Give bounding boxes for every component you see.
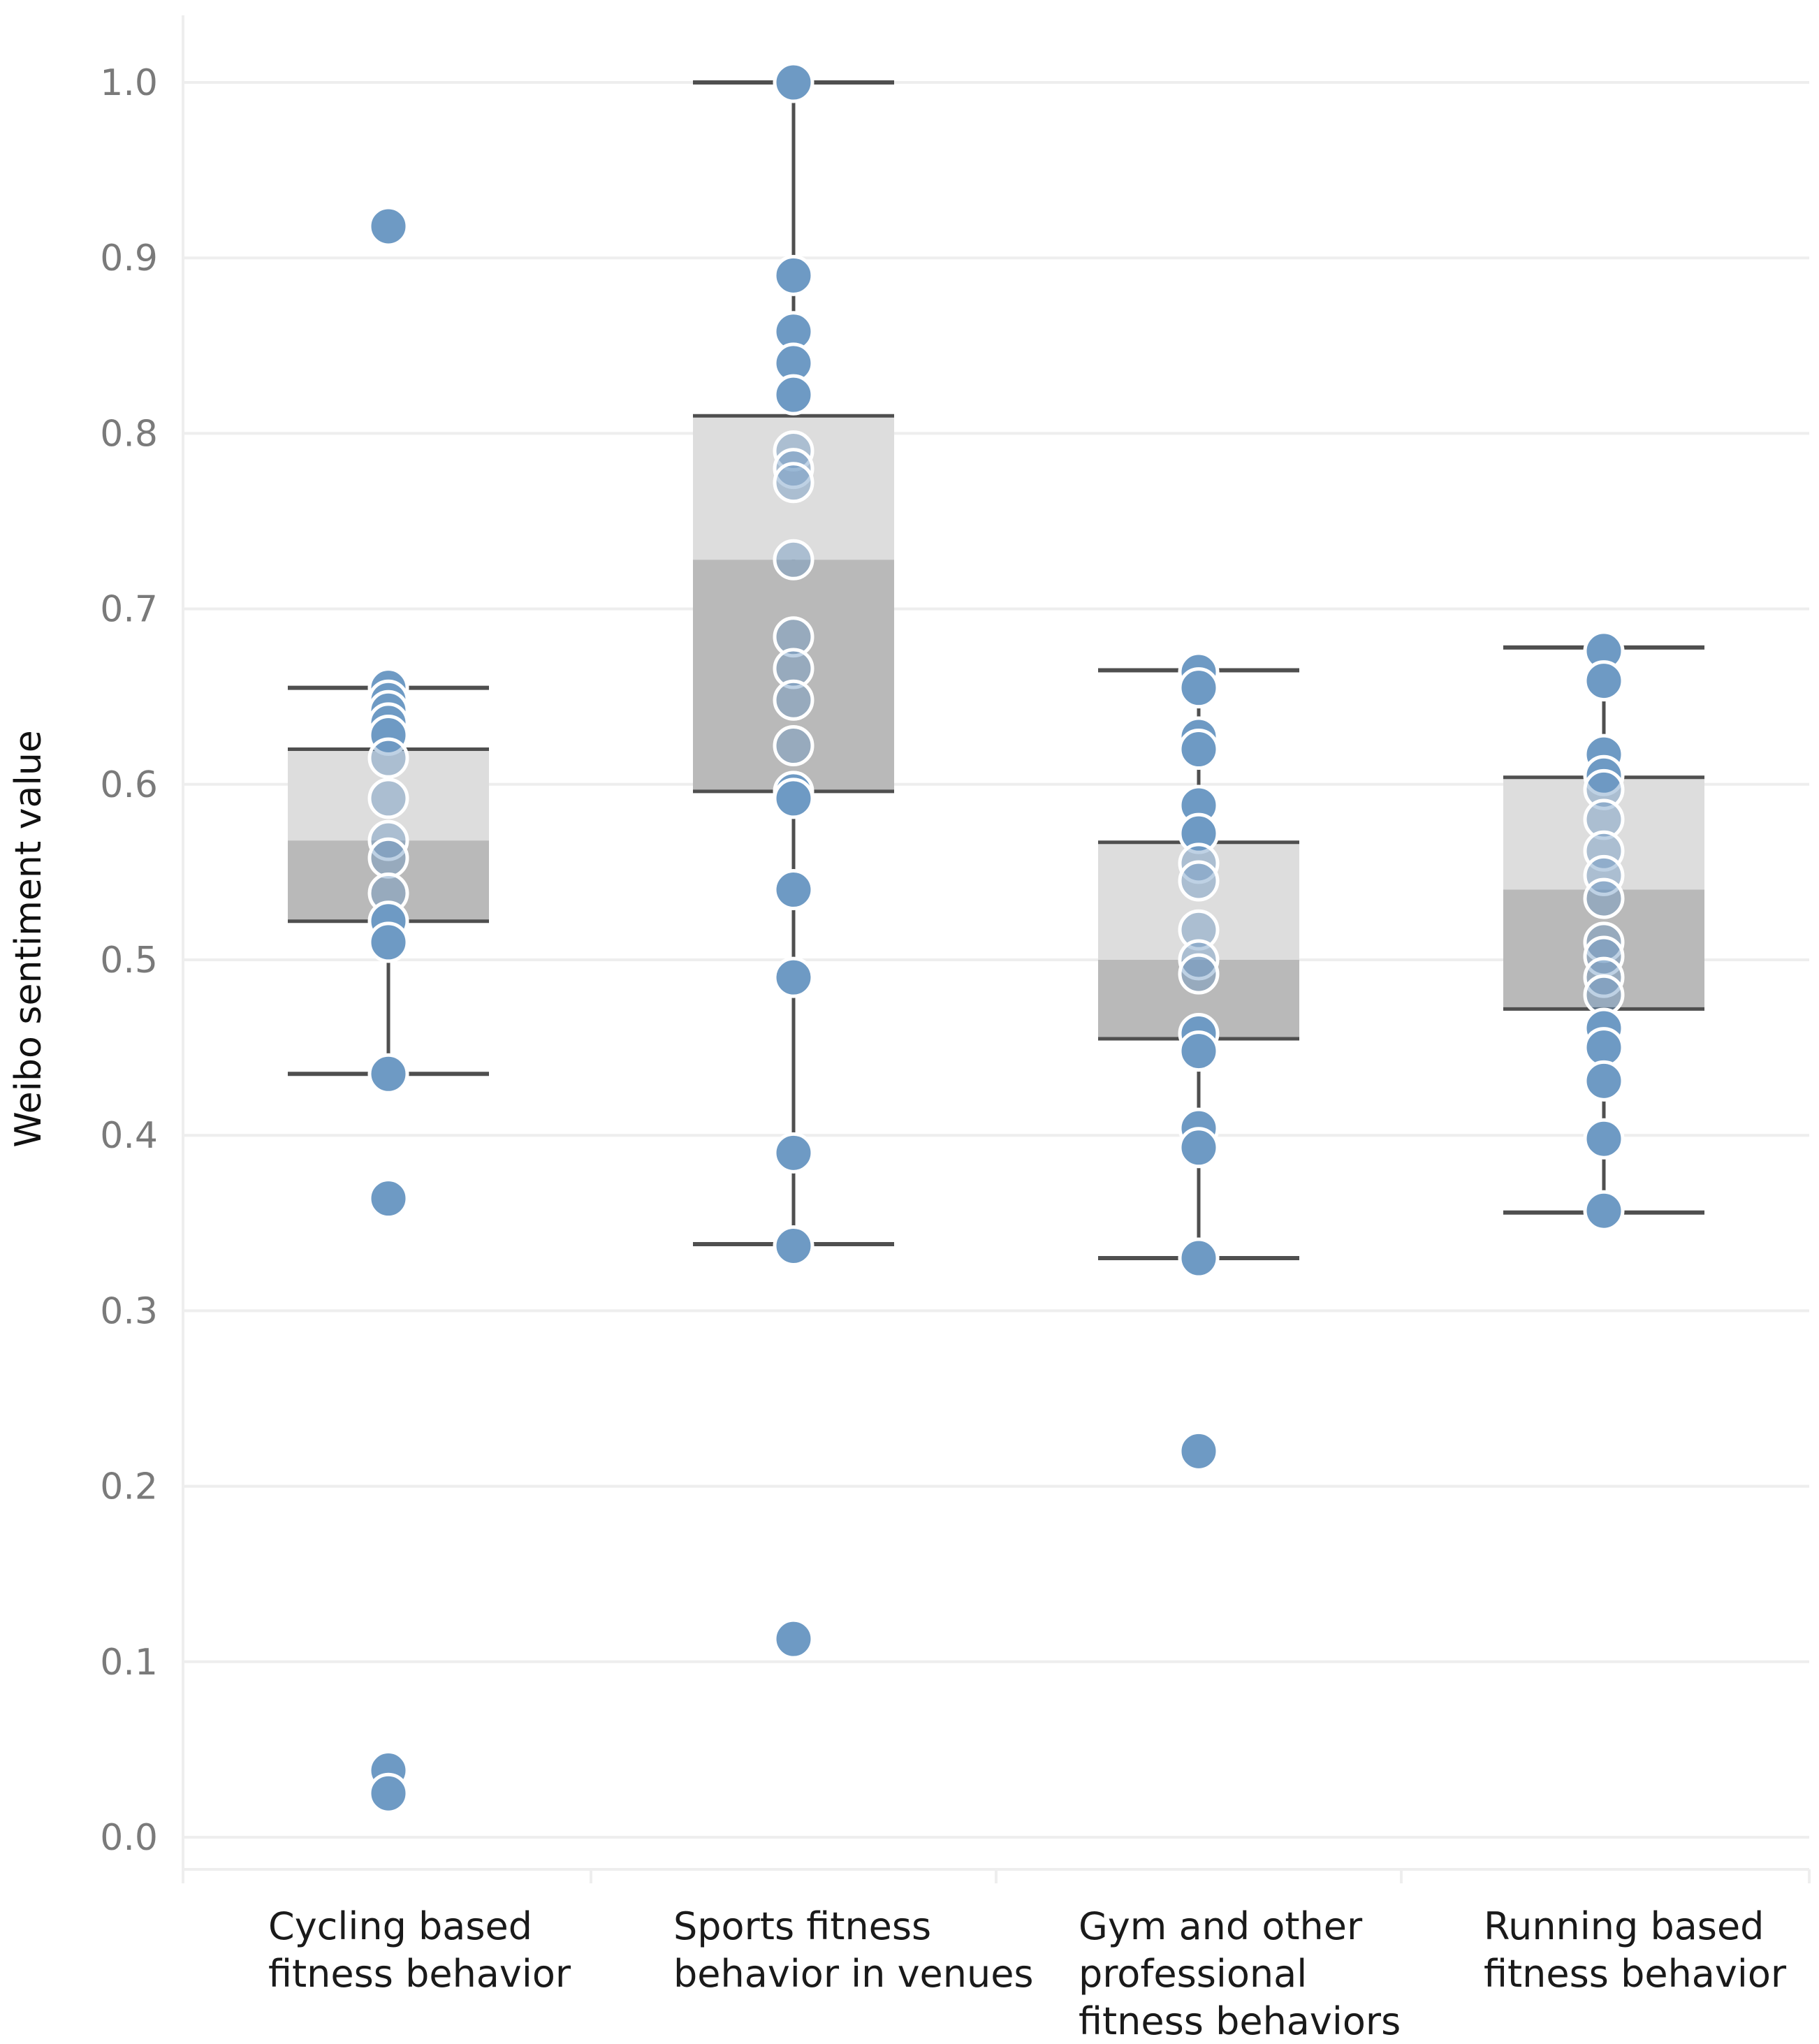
- data-point: [1178, 939, 1220, 981]
- x-category-label: Sports fitness: [673, 1904, 931, 1948]
- y-tick-label: 0.3: [100, 1290, 158, 1332]
- y-tick-label: 0.0: [100, 1817, 158, 1859]
- y-tick-labels: 0.0 0.1 0.2 0.3 0.4 0.5 0.6 0.7 0.8 0.9 1.0: [100, 62, 158, 1859]
- data-point: [773, 616, 814, 658]
- data-point: [367, 737, 409, 779]
- y-tick-label: 0.6: [100, 764, 158, 806]
- data-point: [1178, 860, 1220, 902]
- x-category-label: fitness behaviors: [1079, 1999, 1401, 2043]
- data-point: [1583, 877, 1625, 919]
- data-point: [773, 679, 814, 721]
- data-point: [773, 448, 814, 490]
- data-point: [773, 462, 814, 504]
- y-tick-label: 0.7: [100, 589, 158, 631]
- data-point: [1178, 812, 1220, 854]
- data-point: [773, 956, 814, 998]
- y-tick-label: 0.4: [100, 1115, 158, 1157]
- data-point: [1178, 1127, 1220, 1169]
- x-category-label: fitness behavior: [1484, 1952, 1787, 1996]
- data-point: [1583, 1118, 1625, 1160]
- data-point: [367, 837, 409, 879]
- data-point: [367, 205, 409, 247]
- box-upper-half: [288, 749, 489, 841]
- data-point: [367, 1772, 409, 1814]
- x-category-label: Cycling based: [268, 1904, 532, 1948]
- x-category-label: Gym and other: [1079, 1904, 1363, 1948]
- y-tick-label: 1.0: [100, 62, 158, 104]
- data-point: [1583, 798, 1625, 840]
- data-point: [1178, 729, 1220, 771]
- data-point: [367, 921, 409, 963]
- data-point: [773, 61, 814, 103]
- x-category-label: Running based: [1484, 1904, 1764, 1948]
- box-lower-half: [1503, 889, 1704, 1009]
- data-point: [367, 714, 409, 756]
- data-point: [1583, 660, 1625, 702]
- box-group: [288, 685, 489, 1076]
- data-point: [1178, 1430, 1220, 1472]
- data-point: [773, 1618, 814, 1660]
- y-tick-label: 0.8: [100, 413, 158, 455]
- box-series: [288, 80, 1704, 1261]
- data-point: [773, 374, 814, 416]
- data-point: [773, 1132, 814, 1174]
- data-point: [1178, 1030, 1220, 1072]
- data-point: [773, 1225, 814, 1266]
- data-points: [367, 61, 1625, 1814]
- data-point: [1178, 1237, 1220, 1279]
- data-point: [1583, 854, 1625, 896]
- data-point: [1178, 953, 1220, 995]
- data-point: [367, 778, 409, 819]
- data-point: [773, 778, 814, 819]
- data-point: [1583, 921, 1625, 963]
- data-point: [367, 1053, 409, 1095]
- data-point: [773, 648, 814, 689]
- data-point: [367, 1178, 409, 1220]
- data-point: [773, 869, 814, 911]
- y-tick-label: 0.5: [100, 940, 158, 981]
- data-point: [773, 725, 814, 767]
- y-tick-label: 0.2: [100, 1466, 158, 1508]
- data-point: [1583, 1190, 1625, 1232]
- y-tick-label: 0.9: [100, 238, 158, 279]
- box-lower-half: [693, 560, 894, 791]
- y-tick-label: 0.1: [100, 1642, 158, 1684]
- data-point: [773, 539, 814, 581]
- data-point: [1583, 768, 1625, 810]
- data-point: [1583, 754, 1625, 796]
- x-category-label: behavior in venues: [673, 1952, 1034, 1996]
- x-category-label: professional: [1079, 1952, 1307, 1996]
- data-point: [773, 254, 814, 296]
- x-category-label: fitness behavior: [268, 1952, 571, 1996]
- data-point: [1178, 909, 1220, 951]
- gridlines: [182, 15, 1811, 1883]
- data-point: [1178, 667, 1220, 709]
- data-point: [1583, 1060, 1625, 1102]
- box-group: [693, 80, 894, 1246]
- y-axis-label: Weibo sentiment value: [8, 730, 50, 1148]
